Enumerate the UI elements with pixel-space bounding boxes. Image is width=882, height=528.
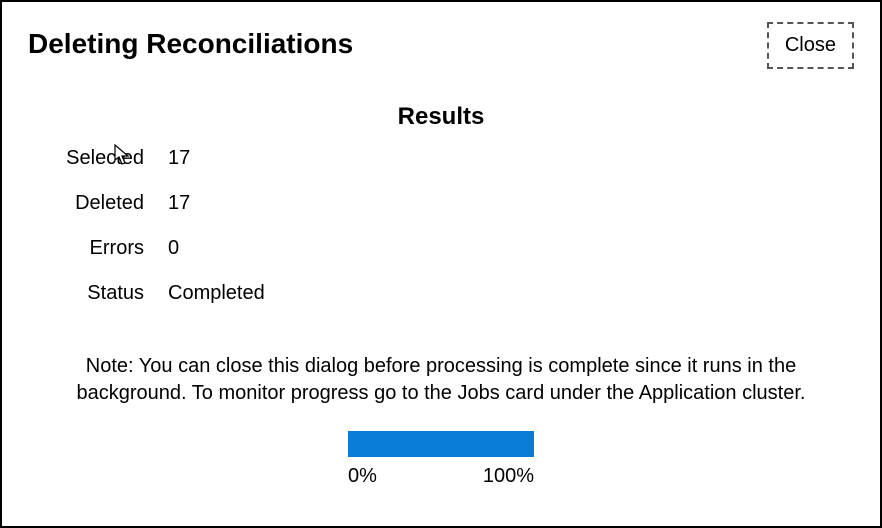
progress-area: 0% 100% bbox=[28, 431, 854, 488]
errors-label: Errors bbox=[34, 237, 144, 260]
deleted-label: Deleted bbox=[34, 192, 144, 215]
errors-value: 0 bbox=[168, 237, 854, 260]
close-button[interactable]: Close bbox=[767, 22, 854, 69]
selected-label: Selected bbox=[34, 147, 144, 170]
status-value: Completed bbox=[168, 282, 854, 305]
selected-value: 17 bbox=[168, 147, 854, 170]
dialog-title: Deleting Reconciliations bbox=[28, 28, 353, 60]
progress-labels: 0% 100% bbox=[348, 465, 534, 488]
progress-max-label: 100% bbox=[483, 465, 534, 488]
status-label: Status bbox=[34, 282, 144, 305]
note-text: Note: You can close this dialog before p… bbox=[28, 353, 854, 407]
results-heading: Results bbox=[28, 103, 854, 131]
results-grid: Selected 17 Deleted 17 Errors 0 Status C… bbox=[34, 147, 854, 305]
progress-bar bbox=[348, 431, 534, 457]
progress-min-label: 0% bbox=[348, 465, 377, 488]
dialog-header: Deleting Reconciliations Close bbox=[28, 22, 854, 69]
deleted-value: 17 bbox=[168, 192, 854, 215]
